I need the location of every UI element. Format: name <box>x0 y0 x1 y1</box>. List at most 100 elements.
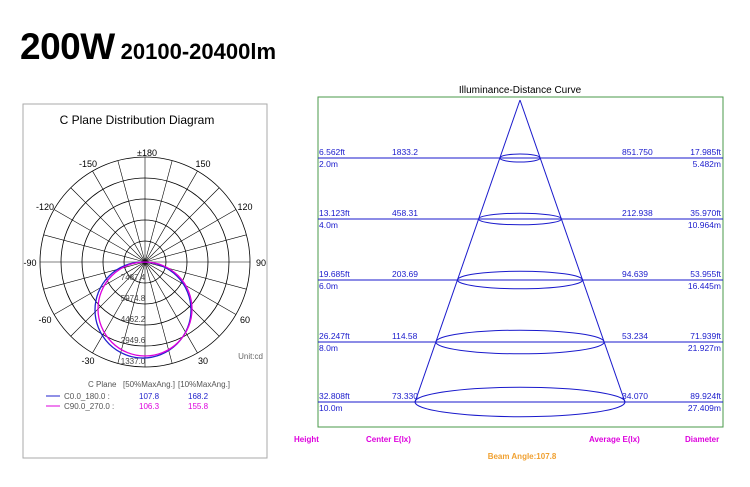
legend-col-10: [10%MaxAng.] <box>178 380 230 389</box>
row-height-ft: 6.562ft <box>319 147 346 157</box>
legend-c90-10: 155.8 <box>188 402 209 411</box>
polar-spoke <box>70 261 146 337</box>
curve-row: 6.562ft 2.0m 1833.2 851.750 17.985ft 5.482m <box>318 147 723 169</box>
beam-cone <box>414 99 626 403</box>
polar-angle-labels: ±180 150 -150 120 -120 90 -90 60 -60 30 … <box>23 148 266 366</box>
lumen-range: 20100-20400lm <box>120 39 277 64</box>
polar-legend: C Plane [50%MaxAng.] [10%MaxAng.] C0.0_1… <box>46 380 230 411</box>
row-height-ft: 19.685ft <box>319 269 350 279</box>
angle-label-neg150: -150 <box>79 159 97 169</box>
polar-spoke <box>144 160 173 263</box>
legend-col-50: [50%MaxAng.] <box>123 380 175 389</box>
curve-row: 26.247ft 8.0m 114.58 53.234 71.939ft 21.927m <box>318 329 723 355</box>
ring-label: 4462.2 <box>121 315 146 324</box>
legend-c0-50: 107.8 <box>139 392 160 401</box>
beam-ellipse <box>414 386 626 418</box>
row-diameter-m: 10.964m <box>688 220 721 230</box>
polar-spoke <box>117 261 146 364</box>
ring-label: 7487.4 <box>121 273 146 282</box>
polar-spoke <box>144 261 247 290</box>
polar-spoke <box>92 261 146 354</box>
polar-unit: Unit:cd <box>238 352 263 361</box>
polar-ring-labels: 1337.0 2949.6 4462.2 5974.8 7487.4 <box>121 273 146 366</box>
row-center-lux: 458.31 <box>392 208 418 218</box>
angle-label-60: 60 <box>240 315 250 325</box>
cone-right-edge <box>519 99 626 403</box>
polar-spoke <box>144 209 237 263</box>
polar-spoke <box>144 234 247 263</box>
polar-spoke <box>144 261 237 315</box>
curve-title: Illuminance-Distance Curve <box>459 85 582 96</box>
angle-label-90: 90 <box>256 258 266 268</box>
row-average-lux: 34.070 <box>622 391 648 401</box>
row-average-lux: 94.639 <box>622 269 648 279</box>
cone-left-edge <box>414 99 521 403</box>
angle-label-180: ±180 <box>137 148 157 158</box>
beam-angle: Beam Angle:107.8 <box>488 452 557 461</box>
row-diameter-ft: 89.924ft <box>690 391 721 401</box>
row-center-lux: 73.330 <box>392 391 418 401</box>
row-center-lux: 203.69 <box>392 269 418 279</box>
polar-curves <box>94 261 193 359</box>
polar-spoke <box>144 261 198 354</box>
row-height-ft: 13.123ft <box>319 208 350 218</box>
angle-label-120: 120 <box>237 202 252 212</box>
curve-row: 32.808ft 10.0m 73.330 34.070 89.924ft 27.409m <box>318 386 723 418</box>
curve-rows: 6.562ft 2.0m 1833.2 851.750 17.985ft 5.482m 13… <box>318 147 723 418</box>
polar-spoke <box>43 234 146 263</box>
beam-ellipse <box>478 212 562 226</box>
polar-spoke <box>144 261 220 337</box>
footer-height: Height <box>294 435 319 444</box>
polar-spoke <box>117 160 146 263</box>
legend-plane-c90: C90.0_270.0 : <box>64 402 114 411</box>
curve-row: 13.123ft 4.0m 458.31 212.938 35.970ft 10.964m <box>318 208 723 230</box>
angle-label-neg60: -60 <box>38 315 51 325</box>
row-height-m: 8.0m <box>319 343 338 353</box>
legend-c90-50: 106.3 <box>139 402 160 411</box>
row-center-lux: 1833.2 <box>392 147 418 157</box>
polar-spoke <box>144 261 173 364</box>
row-height-m: 6.0m <box>319 281 338 291</box>
curve-c90-270 <box>97 261 193 357</box>
row-diameter-ft: 71.939ft <box>690 331 721 341</box>
angle-label-neg120: -120 <box>36 202 54 212</box>
polar-spoke <box>70 187 146 263</box>
curve-footer: Height Center E(lx) Average E(lx) Diamet… <box>294 435 719 444</box>
row-diameter-m: 5.482m <box>693 159 721 169</box>
beam-ellipse <box>435 329 605 355</box>
polar-spoke <box>92 170 146 263</box>
angle-label-neg90: -90 <box>23 258 36 268</box>
ring-label: 2949.6 <box>121 336 146 345</box>
row-average-lux: 53.234 <box>622 331 648 341</box>
footer-average: Average E(lx) <box>589 435 640 444</box>
angle-label-150: 150 <box>195 159 210 169</box>
row-height-m: 10.0m <box>319 403 343 413</box>
beam-ellipse <box>499 153 541 163</box>
polar-spoke <box>53 209 146 263</box>
power-rating: 200W <box>20 26 115 67</box>
row-diameter-ft: 17.985ft <box>690 147 721 157</box>
footer-diameter: Diameter <box>685 435 719 444</box>
beam-ellipse <box>456 270 584 290</box>
curve-frame <box>317 96 724 428</box>
ring-label: 1337.0 <box>121 357 146 366</box>
row-diameter-m: 16.445m <box>688 281 721 291</box>
polar-grid <box>39 156 251 368</box>
row-diameter-ft: 35.970ft <box>690 208 721 218</box>
footer-center: Center E(lx) <box>366 435 411 444</box>
polar-spoke <box>43 261 146 290</box>
row-height-m: 2.0m <box>319 159 338 169</box>
row-height-ft: 32.808ft <box>319 391 350 401</box>
row-diameter-m: 27.409m <box>688 403 721 413</box>
row-height-ft: 26.247ft <box>319 331 350 341</box>
row-average-lux: 212.938 <box>622 208 653 218</box>
row-center-lux: 114.58 <box>392 331 418 341</box>
legend-c0-10: 168.2 <box>188 392 209 401</box>
ring-label: 5974.8 <box>121 294 146 303</box>
curve-row: 19.685ft 6.0m 203.69 94.639 53.955ft 16.445m <box>318 269 723 291</box>
row-average-lux: 851.750 <box>622 147 653 157</box>
row-height-m: 4.0m <box>319 220 338 230</box>
polar-spoke <box>144 187 220 263</box>
polar-title: C Plane Distribution Diagram <box>60 113 215 127</box>
